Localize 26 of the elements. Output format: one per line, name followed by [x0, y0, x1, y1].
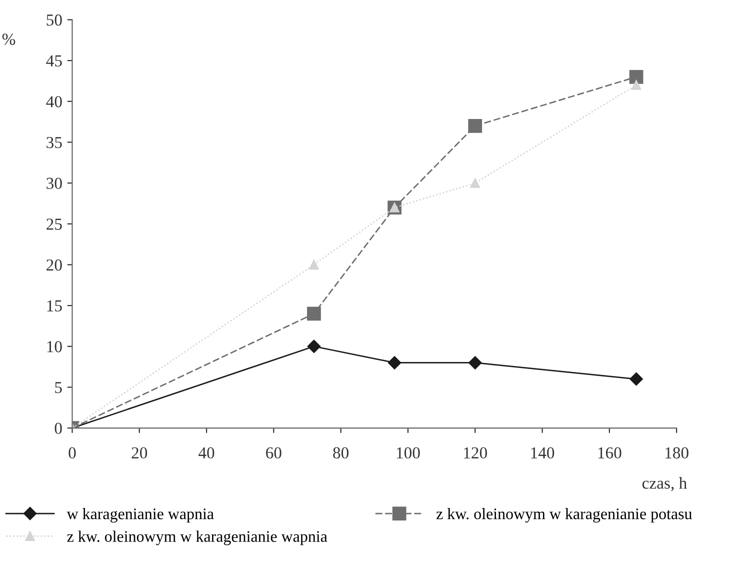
legend-label: z kw. oleinowym w karagenianie wapnia [67, 530, 328, 546]
x-tick-label: 0 [68, 447, 76, 459]
x-tick-label: 120 [464, 447, 487, 459]
x-tick-label: 160 [598, 447, 622, 459]
y-tick-label: 30 [46, 178, 62, 189]
x-tick-label: 60 [266, 447, 282, 459]
legend-label: w karagenianie wapnia [66, 508, 214, 523]
x-tick-label: 100 [396, 447, 420, 459]
x-axis-title: czas, h [642, 477, 687, 492]
y-tick-label: 25 [46, 218, 62, 230]
y-tick-label: 0 [54, 422, 62, 434]
y-tick-label: 20 [46, 259, 62, 271]
y-tick-label: 50 [46, 14, 62, 26]
x-tick-label: 180 [666, 447, 688, 459]
legend-label: z kw. oleinowym w karagenianie potasu [436, 508, 692, 523]
y-tick-label: 45 [46, 55, 62, 66]
y-tick-label: 15 [47, 300, 62, 312]
y-tick-label: 40 [46, 96, 62, 108]
x-tick-label: 140 [531, 447, 554, 459]
x-tick-label: 40 [198, 447, 214, 459]
x-tick-label: 80 [333, 447, 349, 459]
y-tick-label: 35 [46, 136, 62, 148]
y-tick-label: 10 [47, 341, 62, 352]
x-tick-label: 20 [132, 447, 148, 459]
y-tick-label: 5 [55, 382, 62, 394]
y-axis-title: % [2, 34, 16, 45]
